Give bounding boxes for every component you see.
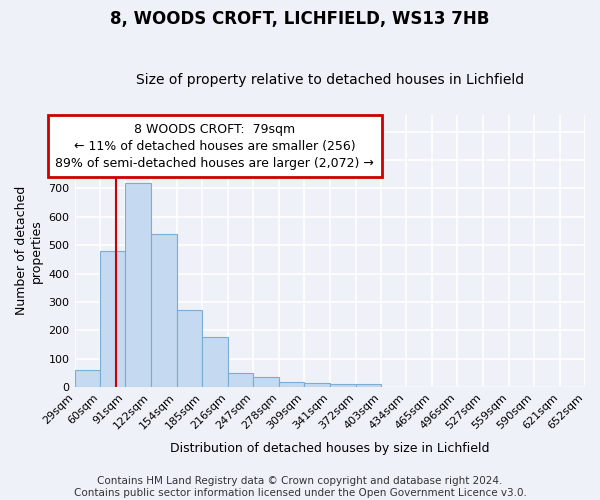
Bar <box>228 374 253 387</box>
Bar <box>74 370 100 387</box>
Bar <box>278 382 304 387</box>
Y-axis label: Number of detached
properties: Number of detached properties <box>15 186 43 316</box>
Bar <box>356 384 381 387</box>
Bar <box>125 182 151 387</box>
X-axis label: Distribution of detached houses by size in Lichfield: Distribution of detached houses by size … <box>170 442 490 455</box>
Text: 8, WOODS CROFT, LICHFIELD, WS13 7HB: 8, WOODS CROFT, LICHFIELD, WS13 7HB <box>110 10 490 28</box>
Bar <box>330 384 356 387</box>
Bar <box>253 377 278 387</box>
Text: Contains HM Land Registry data © Crown copyright and database right 2024.
Contai: Contains HM Land Registry data © Crown c… <box>74 476 526 498</box>
Text: 8 WOODS CROFT:  79sqm
← 11% of detached houses are smaller (256)
89% of semi-det: 8 WOODS CROFT: 79sqm ← 11% of detached h… <box>55 123 374 170</box>
Bar <box>151 234 177 387</box>
Title: Size of property relative to detached houses in Lichfield: Size of property relative to detached ho… <box>136 73 524 87</box>
Bar <box>100 251 125 387</box>
Bar <box>304 383 330 387</box>
Bar <box>177 310 202 387</box>
Bar <box>202 338 228 387</box>
